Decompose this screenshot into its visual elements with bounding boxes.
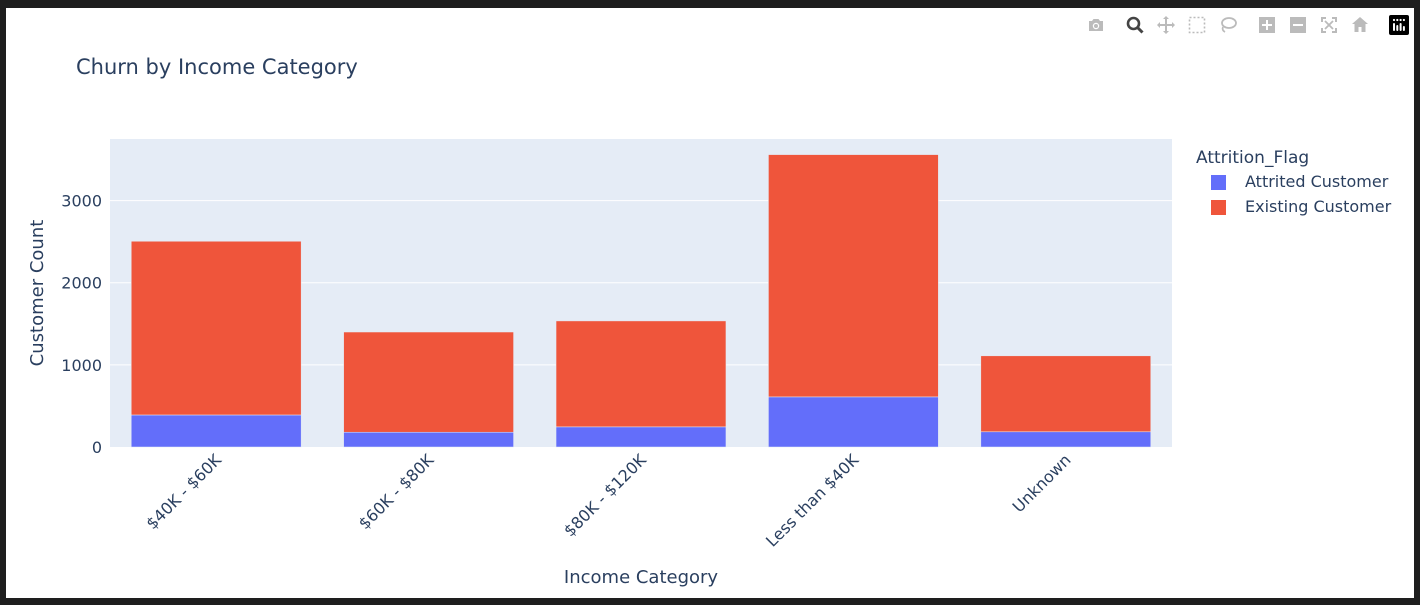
bar-existing-customer[interactable] [980, 355, 1152, 433]
bar-chart: Churn by Income Category 0 1000 2000 3000 $… [27, 55, 1392, 588]
bar-existing-customer[interactable] [130, 241, 302, 416]
bars [130, 154, 1152, 448]
y-tick-label: 3000 [61, 192, 102, 211]
zoom-out-icon[interactable] [1282, 12, 1313, 38]
bar-existing-customer[interactable] [768, 154, 939, 398]
legend-label[interactable]: Attrited Customer [1245, 172, 1389, 191]
bar-attrited-customer[interactable] [555, 426, 727, 448]
y-tick-labels: 0 1000 2000 3000 [61, 192, 102, 457]
x-tick-label: Less than $40K [762, 450, 863, 551]
bar-attrited-customer[interactable] [768, 396, 939, 448]
legend-title: Attrition_Flag [1196, 148, 1309, 168]
bar-existing-customer[interactable] [555, 320, 727, 428]
camera-icon[interactable] [1080, 12, 1111, 38]
x-tick-labels: $40K - $60K $60K - $80K $80K - $120K Less t… [142, 450, 1074, 551]
zoom-in-icon[interactable] [1251, 12, 1282, 38]
x-axis-label: Income Category [564, 567, 719, 588]
modebar [1080, 12, 1414, 38]
x-tick-label: $60K - $80K [355, 450, 438, 533]
bar-attrited-customer[interactable] [130, 414, 302, 448]
legend-swatch[interactable] [1211, 200, 1226, 215]
legend: Attrition_Flag Attrited Customer Existing… [1196, 148, 1392, 216]
home-icon[interactable] [1344, 12, 1375, 38]
pan-icon[interactable] [1150, 12, 1181, 38]
bar-existing-customer[interactable] [343, 331, 514, 433]
x-tick-label: Unknown [1009, 450, 1075, 516]
bar-attrited-customer[interactable] [980, 431, 1152, 448]
lasso-icon[interactable] [1212, 12, 1243, 38]
plotly-logo-icon[interactable] [1383, 12, 1414, 38]
autoscale-icon[interactable] [1313, 12, 1344, 38]
x-tick-label: $80K - $120K [560, 450, 650, 540]
legend-label[interactable]: Existing Customer [1245, 197, 1392, 216]
legend-swatch[interactable] [1211, 175, 1226, 190]
zoom-icon[interactable] [1119, 12, 1150, 38]
box-select-icon[interactable] [1181, 12, 1212, 38]
chart-frame: Churn by Income Category 0 1000 2000 3000 $… [6, 8, 1414, 598]
y-tick-label: 0 [92, 438, 102, 457]
y-axis-label: Customer Count [27, 220, 48, 367]
chart-title: Churn by Income Category [76, 55, 358, 79]
y-tick-label: 1000 [61, 356, 102, 375]
y-tick-label: 2000 [61, 274, 102, 293]
bar-attrited-customer[interactable] [343, 431, 514, 448]
x-tick-label: $40K - $60K [142, 450, 225, 533]
